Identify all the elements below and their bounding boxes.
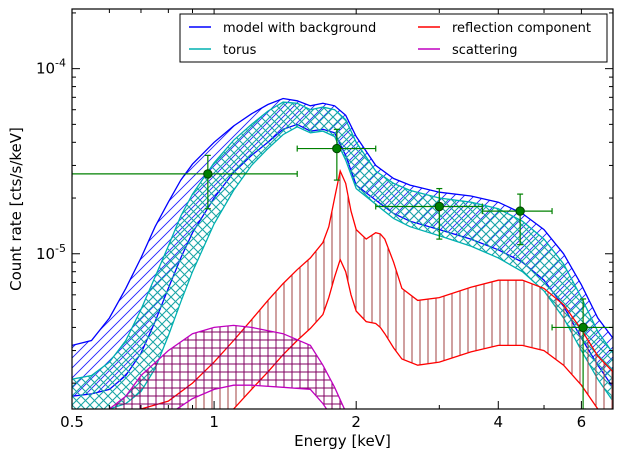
- legend-item: model with background: [189, 21, 376, 36]
- torus-band-upper-line: [72, 101, 613, 380]
- legend: model with background torus reflection com…: [179, 13, 608, 63]
- scattering-band-lower-line: [175, 384, 328, 409]
- x-axis-label: Energy [keV]: [294, 432, 391, 450]
- data-point-5: [551, 298, 613, 409]
- data-point-1: [72, 154, 298, 210]
- plot-layer: [72, 97, 613, 409]
- x-tick-label: 4: [494, 413, 504, 431]
- scattering-band-fill: [109, 325, 345, 409]
- legend-box: [179, 13, 608, 63]
- data-marker: [434, 201, 445, 212]
- data-marker: [203, 169, 213, 179]
- data-point-2: [296, 128, 377, 181]
- x-tick-label: 1: [209, 413, 219, 431]
- y-tick-label: 10-5: [36, 242, 66, 263]
- axes-frame: [71, 8, 614, 410]
- x-tick-label: 0.5: [60, 413, 84, 431]
- reflection-band-upper-line: [140, 168, 613, 409]
- data-point-4: [481, 193, 553, 246]
- legend-item: reflection component: [418, 21, 591, 36]
- data-marker: [515, 206, 525, 216]
- x-tick-label: 6: [577, 413, 587, 431]
- legend-item: torus: [189, 43, 257, 58]
- y-axis-label: Count rate [cts/s/keV]: [7, 127, 25, 291]
- data-marker: [332, 143, 342, 154]
- scattering-band-upper-line: [109, 324, 346, 409]
- legend-label: scattering: [452, 43, 518, 58]
- data-point-3: [375, 187, 483, 240]
- data-marker: [578, 322, 588, 333]
- legend-item: scattering: [418, 43, 518, 58]
- legend-label: reflection component: [452, 21, 591, 36]
- y-tick-label: 10-4: [36, 57, 66, 78]
- legend-label: torus: [223, 43, 257, 58]
- x-tick-label: 2: [351, 413, 361, 431]
- legend-label: model with background: [223, 21, 376, 36]
